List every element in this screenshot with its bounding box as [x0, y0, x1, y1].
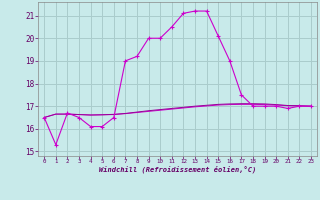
- X-axis label: Windchill (Refroidissement éolien,°C): Windchill (Refroidissement éolien,°C): [99, 166, 256, 173]
